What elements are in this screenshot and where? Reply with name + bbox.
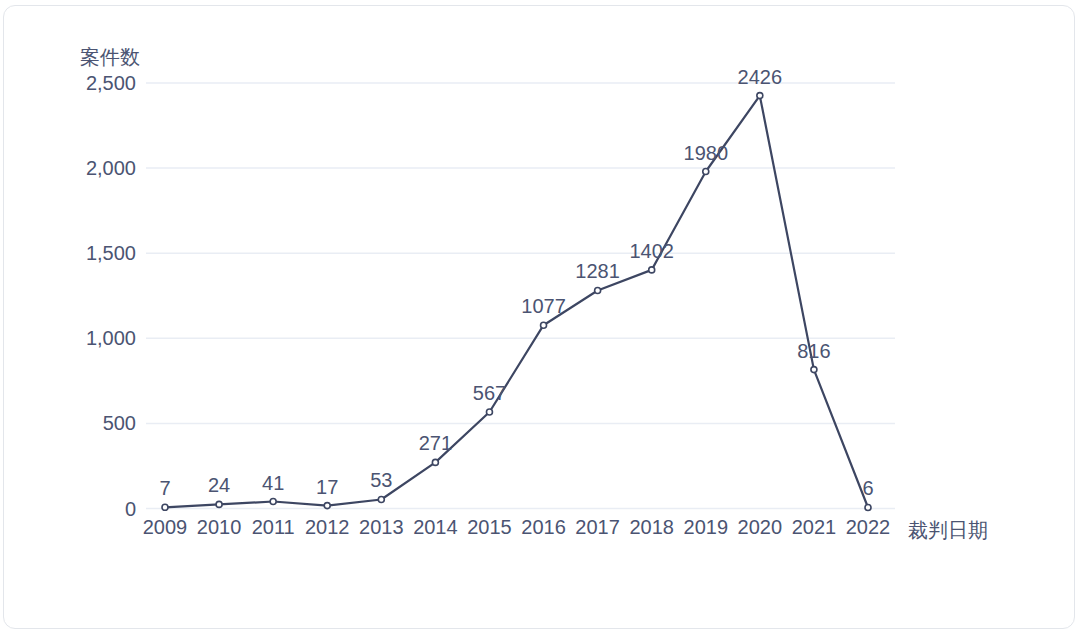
x-axis-tick-labels: 2009 2010 2011 2012 2013 2014 2015 2016 2017 2018… — [143, 516, 891, 538]
x-tick-label: 2010 — [197, 516, 242, 538]
data-point-marker — [216, 501, 222, 507]
data-point-label: 567 — [473, 382, 506, 404]
x-axis-title: 裁判日期 — [908, 517, 988, 544]
y-axis-tick-labels: 0 500 1,000 1,500 2,000 2,500 — [86, 72, 136, 520]
data-point-label: 6 — [862, 477, 873, 499]
x-tick-label: 2017 — [575, 516, 620, 538]
x-tick-label: 2013 — [359, 516, 404, 538]
x-tick-label: 2020 — [738, 516, 783, 538]
data-point-label: 41 — [262, 472, 284, 494]
data-point-label: 24 — [208, 474, 230, 496]
x-tick-label: 2014 — [413, 516, 458, 538]
y-tick-label: 2,000 — [86, 157, 136, 179]
data-point-label: 53 — [370, 469, 392, 491]
data-point-label: 1281 — [575, 260, 620, 282]
data-point-marker — [270, 499, 276, 505]
x-tick-label: 2022 — [846, 516, 891, 538]
y-tick-label: 1,500 — [86, 242, 136, 264]
data-point-marker — [432, 459, 438, 465]
data-point-label: 816 — [797, 340, 830, 362]
data-point-marker — [378, 496, 384, 502]
series-line — [165, 96, 868, 508]
data-point-label: 1980 — [684, 142, 729, 164]
x-tick-label: 2021 — [792, 516, 837, 538]
data-point-label: 271 — [419, 432, 452, 454]
data-point-markers — [162, 93, 871, 511]
x-tick-label: 2018 — [629, 516, 674, 538]
y-tick-label: 1,000 — [86, 327, 136, 349]
data-point-marker — [486, 409, 492, 415]
data-point-label: 1077 — [521, 295, 566, 317]
data-point-marker — [811, 367, 817, 373]
data-point-marker — [703, 169, 709, 175]
y-axis-title: 案件数 — [80, 44, 140, 71]
y-tick-label: 0 — [125, 498, 136, 520]
x-tick-label: 2016 — [521, 516, 566, 538]
data-point-marker — [162, 504, 168, 510]
x-tick-label: 2019 — [684, 516, 729, 538]
x-tick-label: 2009 — [143, 516, 188, 538]
data-point-label: 7 — [159, 477, 170, 499]
y-tick-label: 2,500 — [86, 72, 136, 94]
data-point-marker — [541, 322, 547, 328]
data-point-marker — [865, 504, 871, 510]
chart-area: 0 500 1,000 1,500 2,000 2,500 2009 2010 2011 201… — [0, 0, 1080, 633]
data-point-marker — [649, 267, 655, 273]
series-path — [165, 96, 868, 508]
y-tick-label: 500 — [103, 412, 136, 434]
x-tick-label: 2011 — [252, 516, 295, 538]
data-point-label: 1402 — [629, 240, 674, 262]
data-point-marker — [757, 93, 763, 99]
data-point-marker — [324, 503, 330, 509]
x-tick-label: 2015 — [467, 516, 512, 538]
x-tick-label: 2012 — [305, 516, 350, 538]
data-point-label: 2426 — [738, 66, 783, 88]
data-point-label: 17 — [316, 476, 338, 498]
data-point-marker — [595, 287, 601, 293]
